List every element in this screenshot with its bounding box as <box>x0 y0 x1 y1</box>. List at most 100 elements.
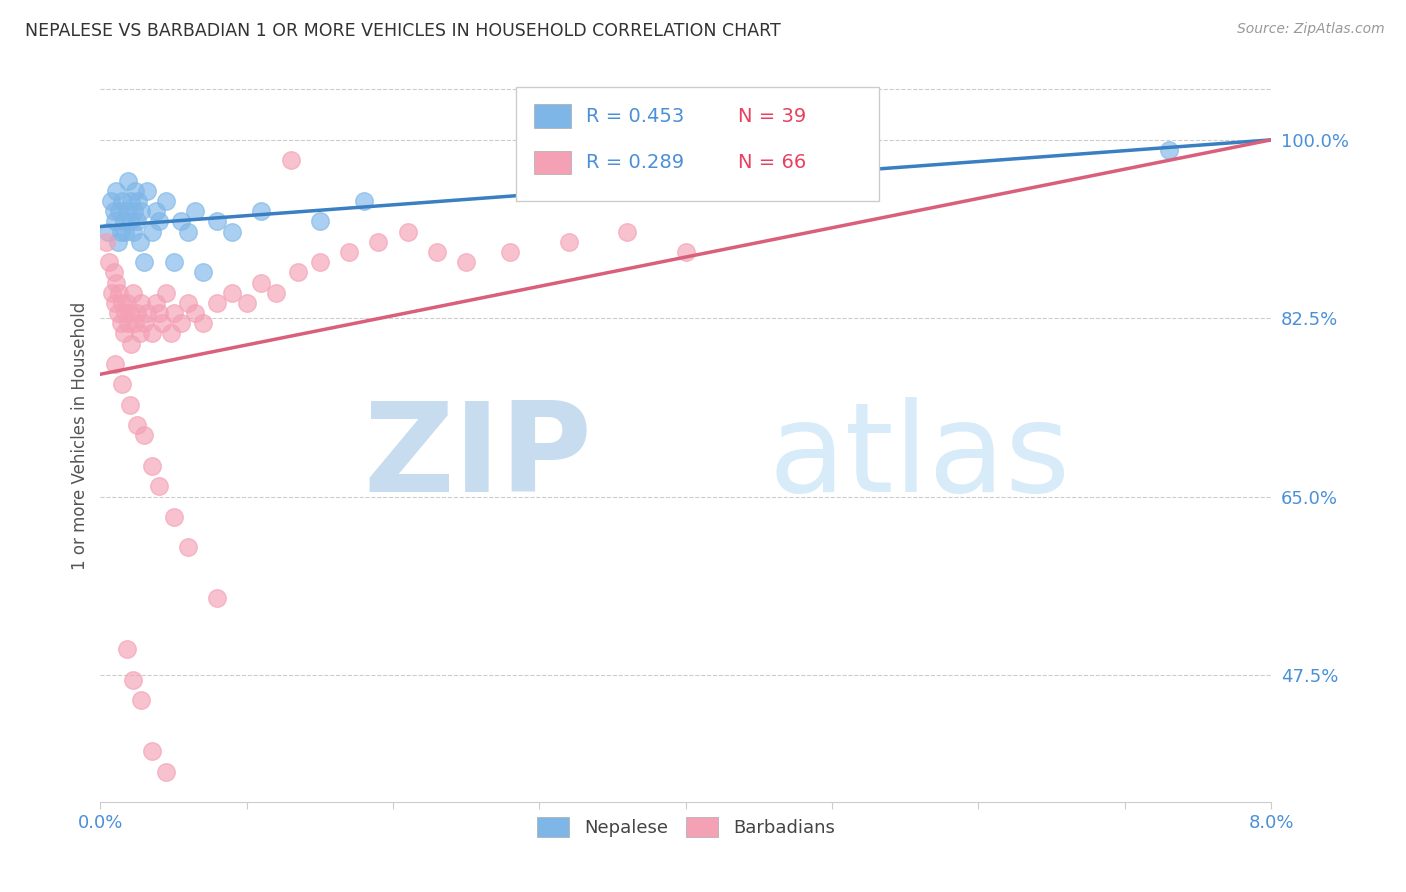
Point <box>148 306 170 320</box>
Legend: Nepalese, Barbadians: Nepalese, Barbadians <box>530 809 842 845</box>
Point <box>136 306 159 320</box>
Point <box>112 326 135 341</box>
Point <box>235 296 257 310</box>
Point <box>107 235 129 249</box>
Point <box>155 194 177 208</box>
Point <box>150 316 173 330</box>
Point <box>141 225 163 239</box>
Point <box>131 693 153 707</box>
Point <box>111 296 134 310</box>
Point <box>104 296 127 310</box>
Point <box>1157 143 1180 157</box>
Point <box>280 153 302 168</box>
Point <box>162 510 184 524</box>
Point <box>191 316 214 330</box>
Point <box>191 265 214 279</box>
Point <box>675 244 697 259</box>
Point <box>121 285 143 300</box>
Text: Source: ZipAtlas.com: Source: ZipAtlas.com <box>1237 22 1385 37</box>
Point <box>145 296 167 310</box>
Point <box>108 285 131 300</box>
Point <box>309 255 332 269</box>
Text: R = 0.289: R = 0.289 <box>586 153 685 172</box>
Point <box>162 255 184 269</box>
Point <box>557 235 579 249</box>
Point <box>136 184 159 198</box>
Point <box>120 194 142 208</box>
Point <box>115 642 138 657</box>
Point <box>100 194 122 208</box>
Point <box>207 296 229 310</box>
Y-axis label: 1 or more Vehicles in Household: 1 or more Vehicles in Household <box>72 301 89 569</box>
Point <box>128 235 150 249</box>
Point <box>104 357 127 371</box>
Point <box>118 306 141 320</box>
Point <box>134 428 156 442</box>
Point <box>141 326 163 341</box>
Point <box>114 306 136 320</box>
Point <box>177 296 200 310</box>
Point <box>118 398 141 412</box>
Point <box>115 204 138 219</box>
Point <box>110 316 132 330</box>
Text: R = 0.453: R = 0.453 <box>586 107 685 126</box>
Point <box>96 235 118 249</box>
Text: N = 66: N = 66 <box>738 153 807 172</box>
Point <box>148 479 170 493</box>
Point <box>105 184 128 198</box>
Point <box>162 306 184 320</box>
Point <box>115 296 138 310</box>
Point <box>121 225 143 239</box>
Point <box>117 173 139 187</box>
Point <box>121 673 143 687</box>
Point <box>221 225 243 239</box>
Point <box>177 225 200 239</box>
FancyBboxPatch shape <box>533 151 571 174</box>
Point <box>111 377 134 392</box>
Point <box>112 214 135 228</box>
Point <box>184 306 207 320</box>
Text: ZIP: ZIP <box>363 397 592 518</box>
Point <box>155 764 177 779</box>
Point <box>110 225 132 239</box>
Point <box>396 225 419 239</box>
Point <box>184 204 207 219</box>
FancyBboxPatch shape <box>516 87 879 201</box>
Point <box>117 316 139 330</box>
Point <box>101 285 124 300</box>
Point <box>108 204 131 219</box>
Text: NEPALESE VS BARBADIAN 1 OR MORE VEHICLES IN HOUSEHOLD CORRELATION CHART: NEPALESE VS BARBADIAN 1 OR MORE VEHICLES… <box>25 22 782 40</box>
Point <box>353 194 375 208</box>
Point <box>337 244 360 259</box>
Point <box>125 214 148 228</box>
Point <box>207 591 229 606</box>
Point <box>122 204 145 219</box>
Point <box>134 255 156 269</box>
Text: atlas: atlas <box>769 397 1071 518</box>
Point <box>134 316 156 330</box>
Point <box>97 225 120 239</box>
Point <box>170 316 193 330</box>
Point <box>118 214 141 228</box>
Point <box>131 204 153 219</box>
Point <box>287 265 309 279</box>
Point <box>499 244 522 259</box>
Point <box>170 214 193 228</box>
Point <box>159 326 181 341</box>
Point <box>120 336 142 351</box>
Point <box>148 214 170 228</box>
Point <box>141 458 163 473</box>
Point <box>250 204 273 219</box>
Point <box>114 225 136 239</box>
Point <box>250 276 273 290</box>
Point <box>111 194 134 208</box>
Point <box>124 184 146 198</box>
FancyBboxPatch shape <box>533 104 571 128</box>
Point <box>125 418 148 433</box>
Point <box>177 541 200 555</box>
Point <box>131 296 153 310</box>
Point <box>155 285 177 300</box>
Point <box>367 235 389 249</box>
Point <box>141 744 163 758</box>
Point <box>207 214 229 228</box>
